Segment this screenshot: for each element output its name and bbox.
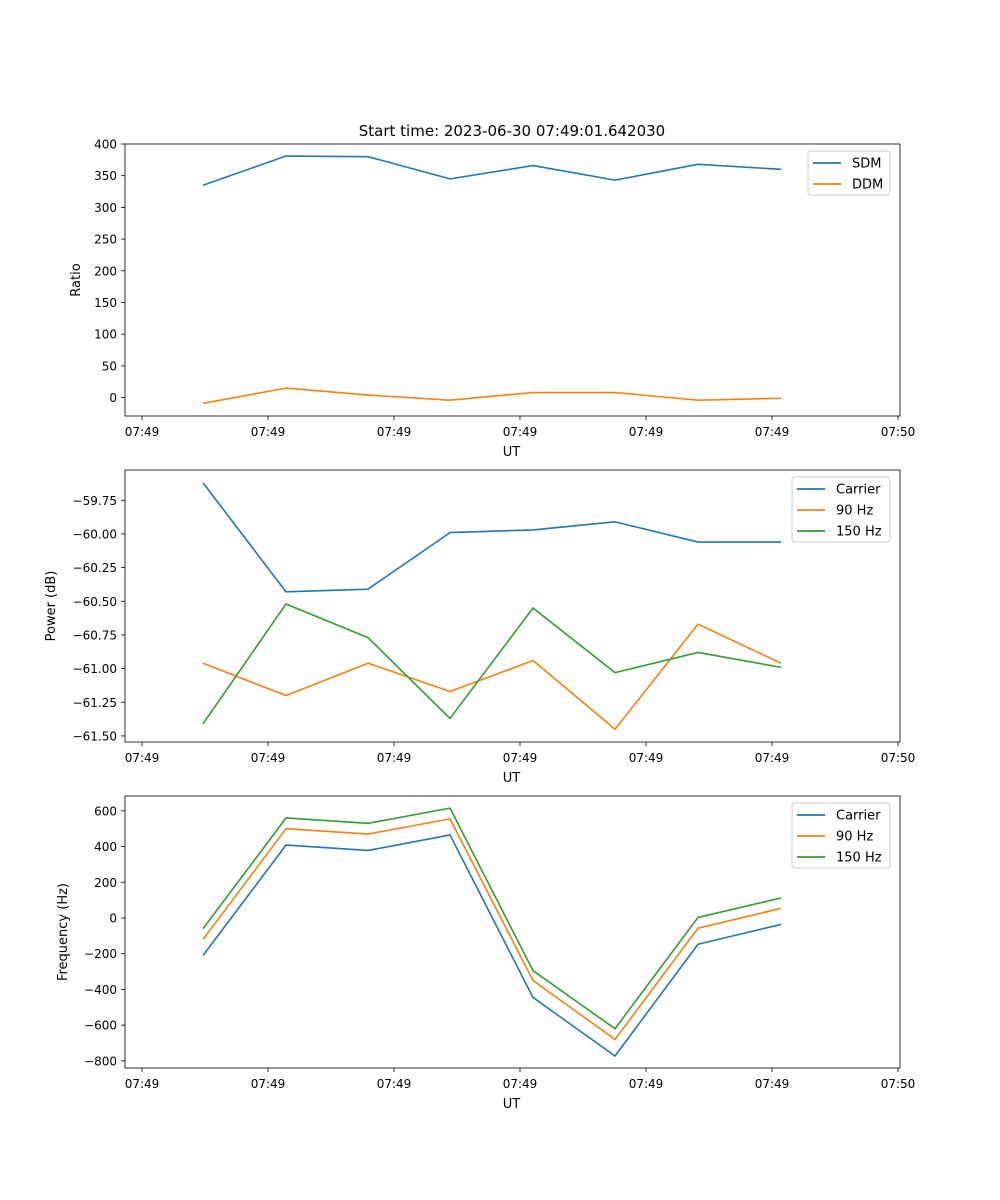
chart1-x-tick-label: 07:49	[629, 425, 664, 439]
chart2-y-tick-label: −60.75	[73, 628, 117, 642]
chart3-x-tick-label: 07:50	[881, 1077, 916, 1091]
chart3-y-tick-label: 0	[109, 911, 117, 925]
chart1-series-sdm-line	[202, 155, 782, 186]
chart1-y-tick-label: 200	[94, 264, 117, 278]
chart2-panel: 07:49 07:49 07:49 07:49 07:49 07:49 07:50 −59.7…	[44, 469, 916, 786]
chart1-x-tick-label: 07:49	[755, 425, 790, 439]
chart1-y-tick-label: 350	[94, 169, 117, 183]
chart2-legend-box	[791, 476, 891, 543]
chart1-x-tick-label: 07:49	[503, 425, 538, 439]
chart3-y-tick-label: 400	[94, 840, 117, 854]
chart3-panel: 07:49 07:49 07:49 07:49 07:49 07:49 07:50 600 40…	[56, 795, 916, 1112]
chart2-series-carrier-line	[202, 482, 781, 593]
chart2-x-axis-label: UT	[503, 771, 521, 786]
chart3-y-tick-label: 200	[94, 876, 117, 890]
chart3-series-carrier-line	[202, 834, 782, 1057]
chart3-plot-frame	[124, 795, 901, 1069]
chart1-plot-frame	[124, 143, 901, 417]
chart3-series-90-hz-line	[202, 818, 782, 1041]
chart2-y-tick-label: −61.25	[73, 696, 117, 710]
chart2-y-tick-label: −60.00	[73, 527, 117, 541]
chart2-x-tick-label: 07:50	[881, 751, 916, 765]
chart1-panel: 07:49 07:49 07:49 07:49 07:49 07:49 07:50 0 50 10…	[69, 138, 915, 461]
chart2-legend-label: Carrier	[836, 483, 881, 498]
chart3-x-tick-label: 07:49	[125, 1077, 160, 1091]
chart2-plot-frame	[124, 469, 901, 743]
chart2-x-tick-label: 07:49	[251, 751, 286, 765]
chart1-y-axis-label: Ratio	[69, 263, 84, 296]
chart1-legend-label: SDM	[852, 157, 881, 172]
chart2-y-tick-label: −59.75	[73, 494, 117, 508]
figure-title: Start time: 2023-06-30 07:49:01.642030	[359, 122, 665, 140]
chart3-y-axis-label: Frequency (Hz)	[56, 883, 71, 981]
chart3-legend-box	[791, 802, 891, 869]
chart2-y-axis-label: Power (dB)	[44, 571, 59, 642]
chart1-y-tick-label: 400	[94, 138, 117, 152]
chart1-x-tick-label: 07:50	[881, 425, 916, 439]
chart2-x-tick-label: 07:49	[503, 751, 538, 765]
chart2-series-150-hz-line	[202, 603, 782, 725]
chart1-x-tick-label: 07:49	[251, 425, 286, 439]
chart1-y-tick-label: 0	[109, 391, 117, 405]
chart3-y-tick-label: −600	[84, 1019, 117, 1033]
chart1-legend: SDM DDM	[807, 150, 891, 196]
chart2-y-tick-label: −61.00	[73, 662, 117, 676]
chart3-x-tick-label: 07:49	[503, 1077, 538, 1091]
chart3-series-150-hz-line	[202, 807, 782, 1030]
chart2-y-tick-label: −60.50	[73, 595, 117, 609]
chart3-x-tick-label: 07:49	[629, 1077, 664, 1091]
chart1-y-tick-label: 150	[94, 296, 117, 310]
chart3-y-tick-label: −800	[84, 1054, 117, 1068]
chart3-x-tick-label: 07:49	[377, 1077, 412, 1091]
chart2-x-tick-label: 07:49	[125, 751, 160, 765]
chart2-y-tick-label: −61.50	[73, 729, 117, 743]
chart1-series-ddm-line	[202, 387, 782, 405]
chart2-x-tick-label: 07:49	[629, 751, 664, 765]
chart1-y-tick-label: 50	[102, 359, 117, 373]
chart2-legend-label: 90 Hz	[836, 504, 873, 519]
chart2-x-tick-label: 07:49	[377, 751, 412, 765]
chart3-x-tick-label: 07:49	[251, 1077, 286, 1091]
chart2-legend-label: 150 Hz	[836, 525, 882, 540]
chart3-x-tick-label: 07:49	[755, 1077, 790, 1091]
chart1-legend-label: DDM	[852, 178, 883, 193]
chart1-x-tick-label: 07:49	[377, 425, 412, 439]
chart2-x-tick-label: 07:49	[755, 751, 790, 765]
chart3-y-tick-label: −200	[84, 947, 117, 961]
chart3-y-tick-label: 600	[94, 804, 117, 818]
chart1-x-tick-label: 07:49	[125, 425, 160, 439]
chart2-legend: Carrier 90 Hz 150 Hz	[791, 476, 891, 543]
chart1-y-tick-label: 250	[94, 233, 117, 247]
chart1-y-tick-label: 100	[94, 328, 117, 342]
chart1-y-tick-label: 300	[94, 201, 117, 215]
chart2-y-tick-label: −60.25	[73, 561, 117, 575]
chart1-x-axis-label: UT	[503, 445, 521, 460]
chart3-legend-label: Carrier	[836, 809, 881, 824]
chart3-legend-label: 150 Hz	[836, 851, 882, 866]
chart3-legend-label: 90 Hz	[836, 830, 873, 845]
chart3-y-tick-label: −400	[84, 983, 117, 997]
chart3-legend: Carrier 90 Hz 150 Hz	[791, 802, 891, 869]
chart3-x-axis-label: UT	[503, 1097, 521, 1112]
chart2-series-90-hz-line	[202, 623, 782, 731]
